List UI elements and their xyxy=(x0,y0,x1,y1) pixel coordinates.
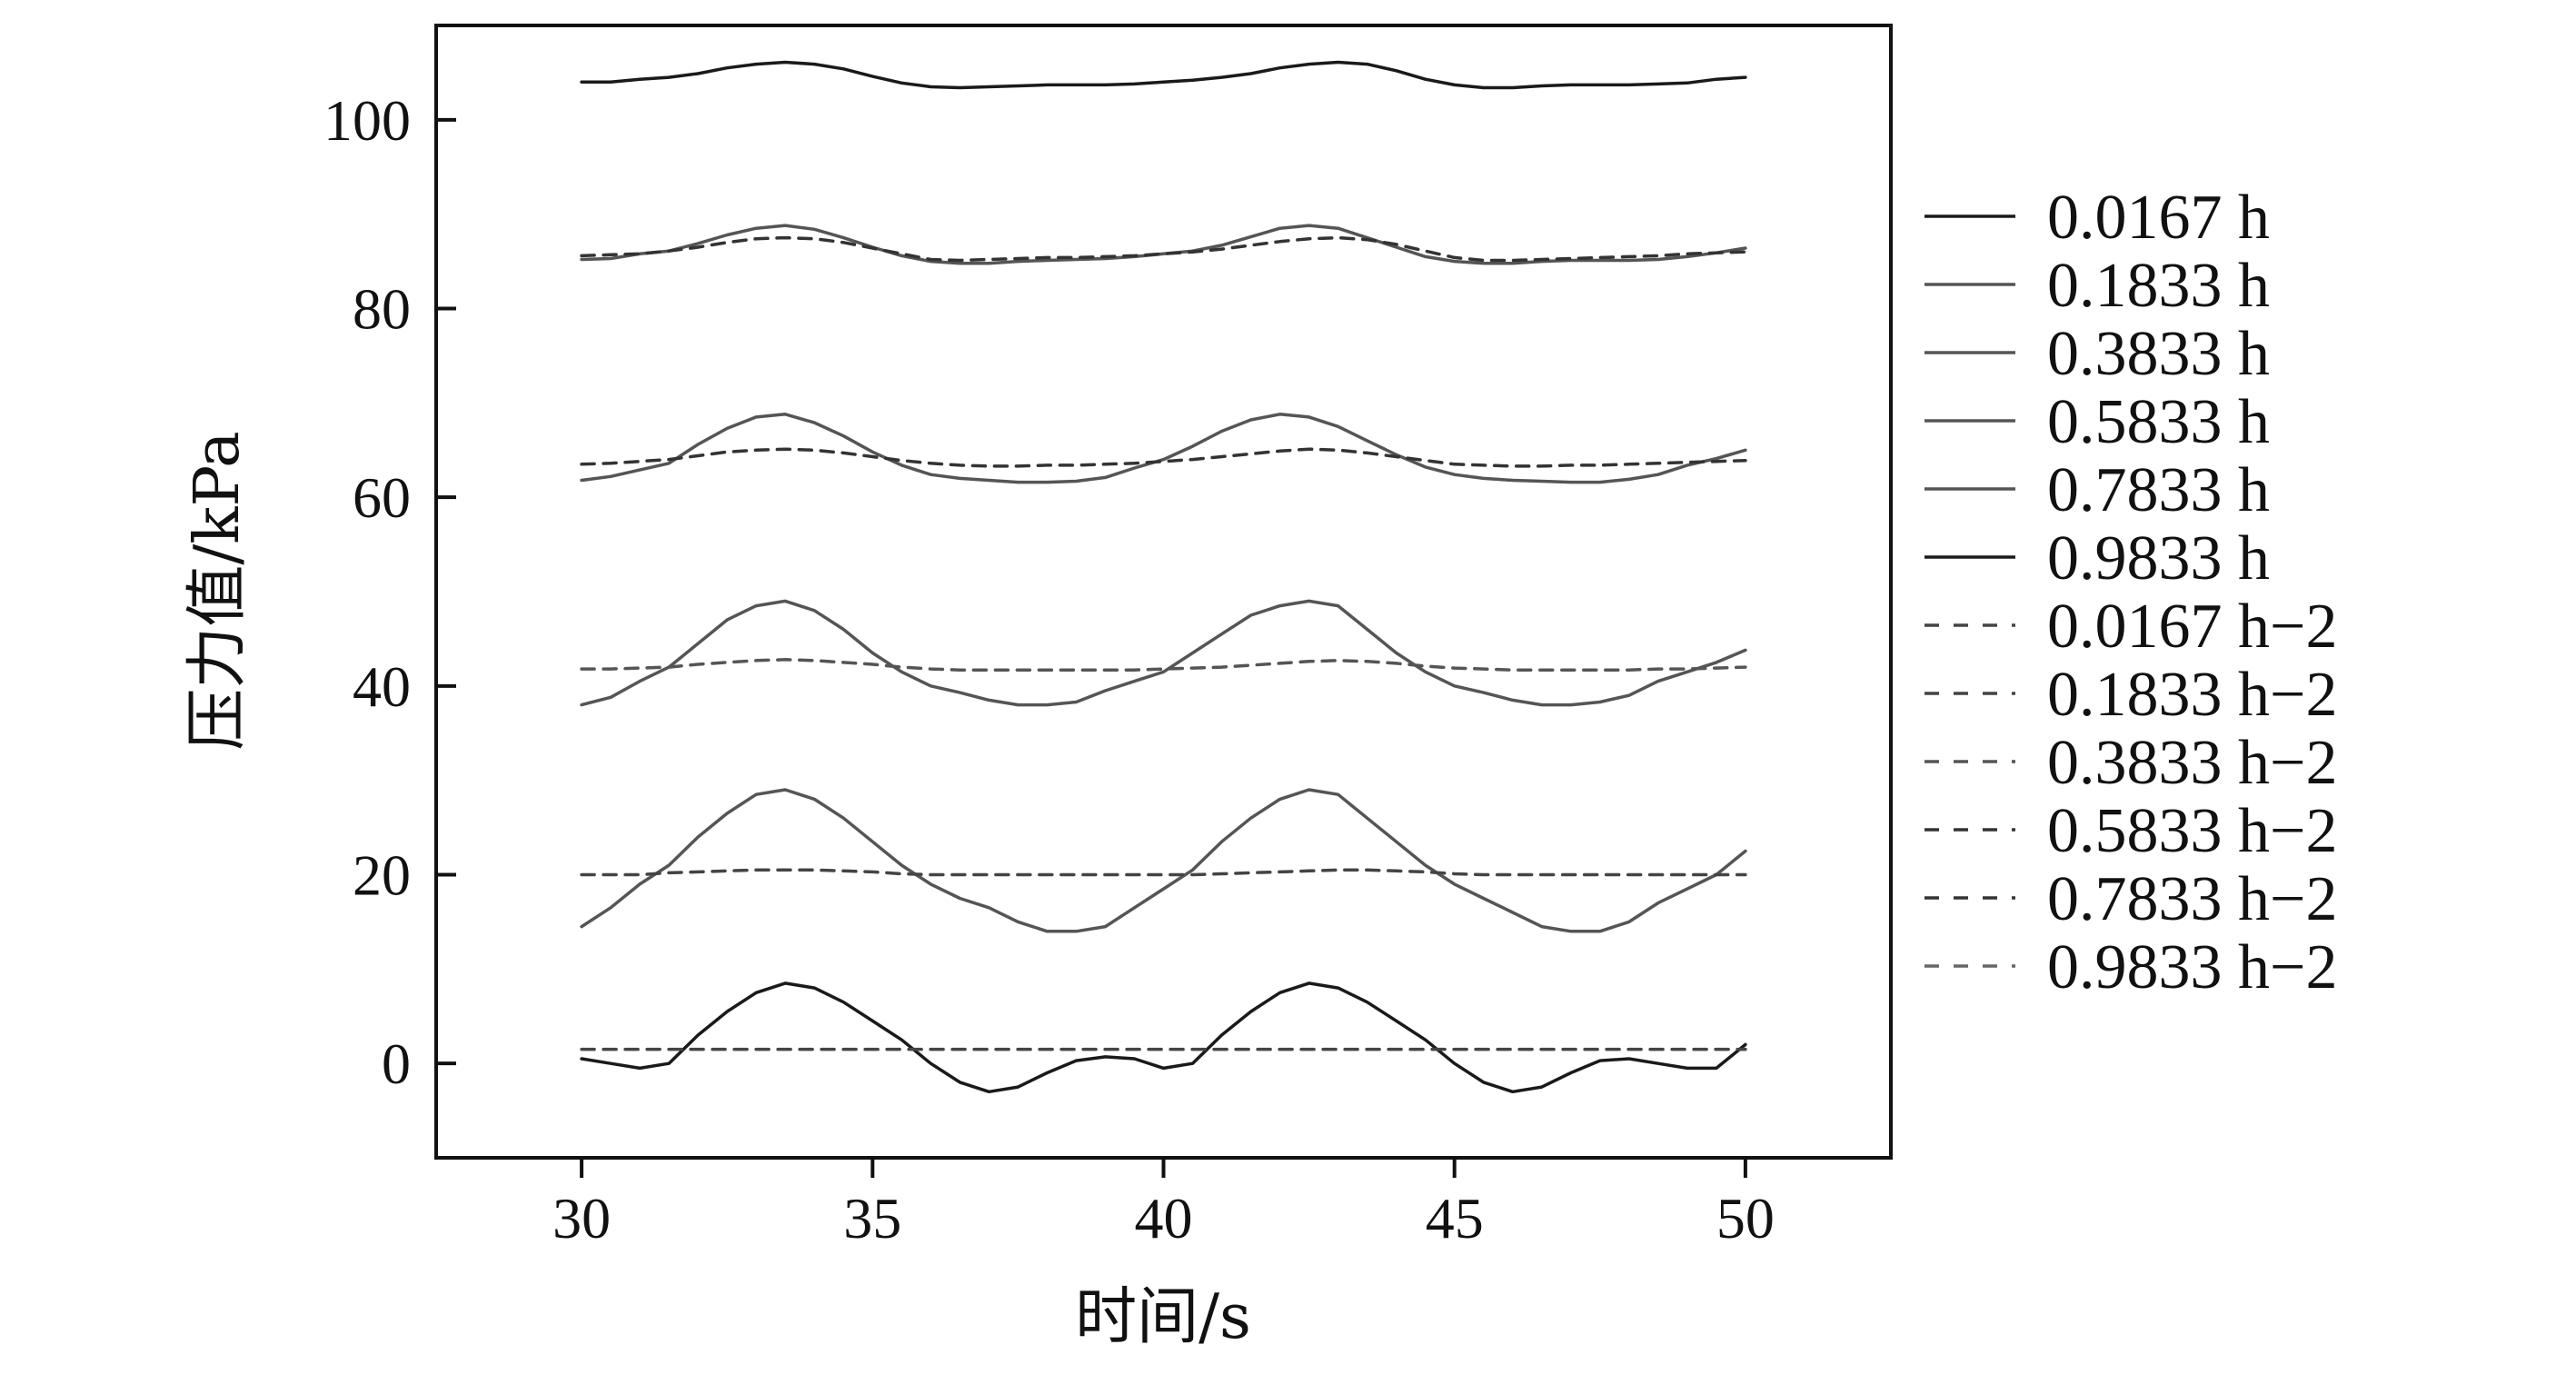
series-line-0-5833-h xyxy=(580,413,1747,484)
legend-item: 0.5833 h−2 xyxy=(1925,796,2337,866)
legend-label: 0.3833 h−2 xyxy=(2047,728,2337,798)
legend-label: 0.0167 h xyxy=(2047,183,2270,253)
x-tick-label: 40 xyxy=(1135,1186,1193,1250)
legend-label: 0.0167 h−2 xyxy=(2047,592,2337,662)
y-tick-label: 80 xyxy=(353,277,411,342)
series-line-0-3833-h xyxy=(580,599,1747,707)
legend-label: 0.9833 h xyxy=(2047,523,2270,593)
series-line-0-1833-h-2 xyxy=(580,868,1747,877)
legend-label: 0.7833 h−2 xyxy=(2047,864,2337,934)
legend-label: 0.1833 h xyxy=(2047,251,2270,321)
y-tick-label: 20 xyxy=(353,843,411,908)
legend-item: 0.3833 h xyxy=(1925,319,2270,389)
legend-label: 0.1833 h−2 xyxy=(2047,660,2337,730)
y-axis: 0 20 40 60 80 100 xyxy=(323,88,456,1096)
legend-item: 0.1833 h−2 xyxy=(1925,660,2337,730)
legend-item: 0.0167 h−2 xyxy=(1925,592,2337,662)
legend-item: 0.7833 h−2 xyxy=(1925,864,2337,934)
legend-label: 0.7833 h xyxy=(2047,455,2270,525)
x-tick-label: 50 xyxy=(1716,1186,1775,1250)
legend-item: 0.3833 h−2 xyxy=(1925,728,2337,798)
legend-label: 0.5833 h−2 xyxy=(2047,796,2337,866)
legend-item: 0.1833 h xyxy=(1925,251,2270,321)
legend-item: 0.0167 h xyxy=(1925,183,2270,253)
legend-item: 0.9833 h−2 xyxy=(1925,932,2337,1002)
y-tick-label: 100 xyxy=(323,88,411,153)
series-line-0-7833-h-2 xyxy=(580,235,1747,263)
legend-item: 0.5833 h xyxy=(1925,387,2270,457)
series-line-0-1833-h xyxy=(580,788,1747,933)
legend-label: 0.5833 h xyxy=(2047,387,2270,457)
series-line-0-0167-h xyxy=(580,981,1747,1094)
legend-label: 0.9833 h−2 xyxy=(2047,932,2337,1002)
y-tick-label: 0 xyxy=(382,1031,411,1096)
series-line-0-7833-h xyxy=(580,224,1747,265)
series-line-0-9833-h xyxy=(580,60,1747,90)
legend-item: 0.7833 h xyxy=(1925,455,2270,525)
x-tick-label: 45 xyxy=(1426,1186,1484,1250)
x-axis: 30 35 40 45 50 xyxy=(552,1158,1775,1250)
x-tick-label: 35 xyxy=(843,1186,901,1250)
series-layer xyxy=(580,60,1747,1094)
x-axis-title: 时间/s xyxy=(1075,1281,1251,1353)
series-line-0-3833-h-2 xyxy=(580,658,1747,672)
legend-label: 0.3833 h xyxy=(2047,319,2270,389)
y-tick-label: 60 xyxy=(353,465,411,530)
y-tick-label: 40 xyxy=(353,654,411,719)
x-tick-label: 30 xyxy=(552,1186,611,1250)
series-line-0-5833-h-2 xyxy=(580,447,1747,468)
y-axis-title: 压力值/kPa xyxy=(182,431,254,750)
legend-item: 0.9833 h xyxy=(1925,523,2270,593)
legend: 0.0167 h0.1833 h0.3833 h0.5833 h0.7833 h… xyxy=(1925,183,2337,1002)
